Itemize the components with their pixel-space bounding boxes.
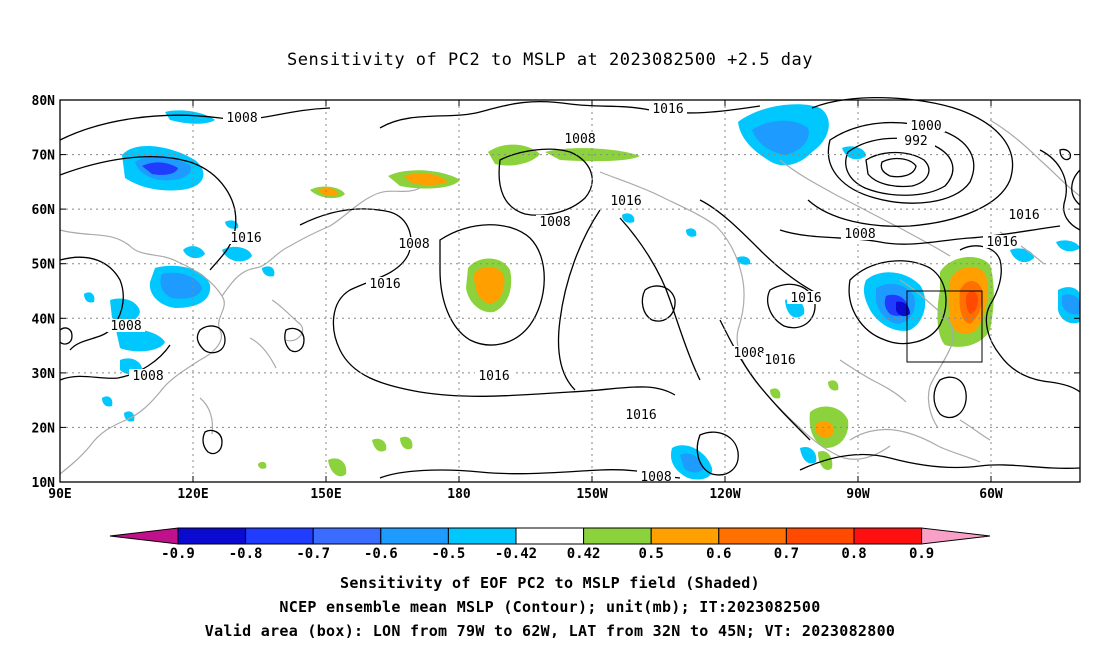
colorbar-segment: [718, 527, 787, 545]
lat-label: 40N: [32, 312, 56, 327]
lon-label: 180: [447, 487, 471, 502]
lon-label: 150E: [310, 487, 341, 502]
contour-label: 1016: [986, 235, 1017, 250]
colorbar-high-triangle: [921, 527, 991, 545]
colorbar-label: 0.6: [706, 546, 731, 562]
colorbar-segment: [515, 527, 585, 545]
lat-label: 60N: [32, 203, 56, 218]
contour-label: 1008: [564, 132, 595, 147]
colorbar-segment: [583, 527, 652, 545]
valid-area-box: [906, 290, 983, 363]
colorbar-label: -0.5: [432, 546, 466, 562]
lat-label: 20N: [32, 421, 56, 436]
colorbar-label: -0.8: [229, 546, 263, 562]
caption-shaded: Sensitivity of EOF PC2 to MSLP field (Sh…: [340, 574, 760, 592]
lat-label: 50N: [32, 258, 56, 273]
lon-label: 90W: [846, 487, 870, 502]
contour-label: 1016: [790, 291, 821, 306]
colorbar-segment: [380, 527, 449, 545]
contour-label: 1008: [132, 369, 163, 384]
coastlines: [59, 119, 1081, 475]
colorbar-label: 0.42: [567, 546, 601, 562]
lat-lon-grid: [60, 100, 1080, 482]
colorbar-label: 0.8: [841, 546, 866, 562]
contour-label: 992: [904, 134, 927, 149]
latitude-labels: 80N 70N 60N 50N 40N 30N 20N 10N: [32, 94, 56, 491]
contour-label: 1016: [625, 408, 656, 423]
mslp-contours: [59, 96, 1081, 479]
colorbar-segment: [312, 527, 382, 545]
contour-label: 1016: [1008, 208, 1039, 223]
colorbar-segment: [177, 527, 247, 545]
lon-label: 120W: [709, 487, 740, 502]
contour-label: 1016: [764, 353, 795, 368]
lon-label: 90E: [48, 487, 71, 502]
lon-label: 120E: [177, 487, 208, 502]
longitude-labels: 90E 120E 150E 180 150W 120W 90W 60W: [48, 487, 1003, 502]
lon-label: 150W: [576, 487, 607, 502]
contour-label: 1008: [733, 346, 764, 361]
contour-label: 1016: [610, 194, 641, 209]
contour-label: 1008: [844, 227, 875, 242]
lat-label: 80N: [32, 94, 56, 109]
contour-label: 1016: [230, 231, 261, 246]
contour-label: 1016: [369, 277, 400, 292]
contour-label: 1000: [910, 119, 941, 134]
colorbar-label: 0.7: [774, 546, 799, 562]
contour-label: 1008: [110, 319, 141, 334]
lat-label: 30N: [32, 367, 56, 382]
map-frame: [59, 99, 1081, 483]
colorbar-label: -0.42: [495, 546, 537, 562]
contour-label: 1008: [539, 215, 570, 230]
colorbar-segment: [853, 527, 923, 545]
colorbar-segment: [650, 527, 720, 545]
tick-marks: [60, 99, 1080, 483]
page-title: Sensitivity of PC2 to MSLP at 2023082500…: [286, 50, 813, 70]
caption-valid-area: Valid area (box): LON from 79W to 62W, L…: [204, 622, 896, 640]
contour-label: 1008: [398, 237, 429, 252]
colorbar-segment: [447, 527, 517, 545]
colorbar-label: -0.7: [296, 546, 330, 562]
colorbar-label: 0.5: [639, 546, 664, 562]
sensitivity-shading: [84, 104, 1080, 480]
colorbar-label: 0.9: [909, 546, 934, 562]
contour-label: 1016: [478, 369, 509, 384]
contour-label: 1008: [226, 111, 257, 126]
contour-label: 1008: [640, 470, 671, 485]
colorbar-label: -0.6: [364, 546, 398, 562]
colorbar-label: -0.9: [161, 546, 195, 562]
lat-label: 10N: [32, 476, 56, 491]
caption-contour: NCEP ensemble mean MSLP (Contour); unit(…: [279, 598, 821, 616]
lat-label: 70N: [32, 149, 56, 164]
colorbar: -0.9 -0.8 -0.7 -0.6 -0.5 -0.42 0.42 0.5 0.6 0.7 0.…: [109, 527, 991, 562]
contour-label: 1016: [652, 102, 683, 117]
colorbar-segment: [785, 527, 855, 545]
lon-label: 60W: [979, 487, 1003, 502]
colorbar-segment: [245, 527, 314, 545]
colorbar-low-triangle: [109, 527, 179, 545]
